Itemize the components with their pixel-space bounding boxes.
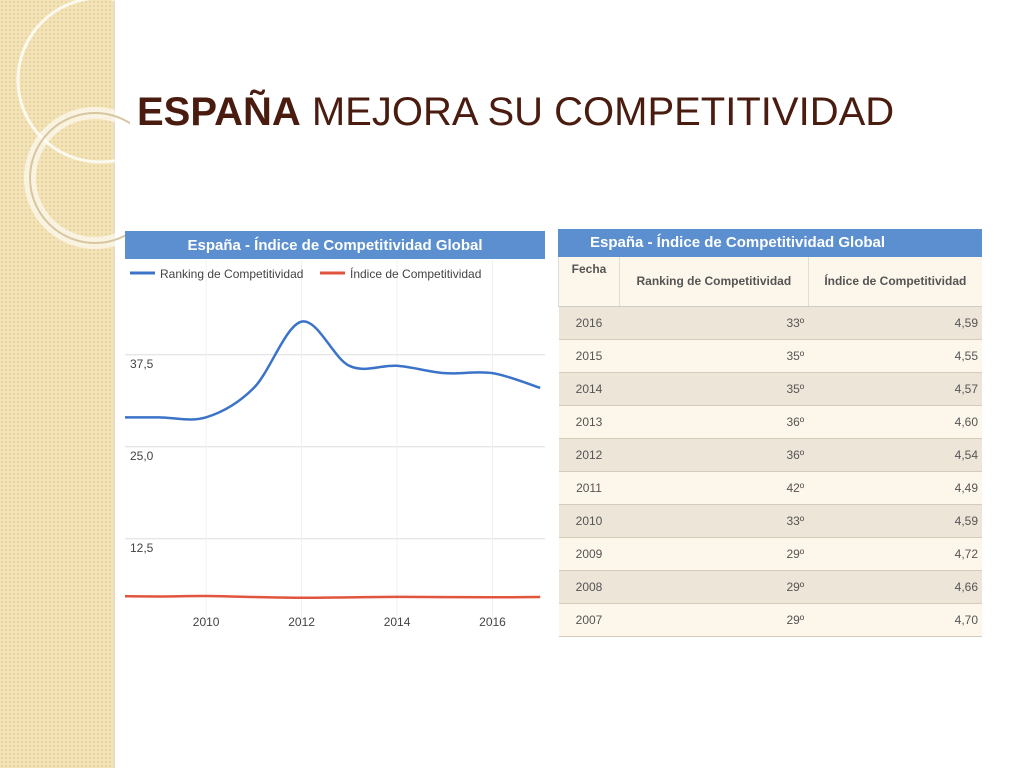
- chart: España - Índice de Competitividad Global…: [125, 231, 545, 630]
- header-row: Fecha Ranking de Competitividad Índice de …: [558, 257, 982, 307]
- title-rest: MEJORA SU COMPETITIVIDAD: [311, 90, 895, 134]
- table-row: 2016 33º 4,59: [558, 306, 982, 340]
- table-row: 2012 36º 4,54: [558, 438, 982, 472]
- column-header: Índice de Competitividad: [807, 257, 982, 307]
- column-header: Ranking de Competitividad: [618, 257, 809, 307]
- table-cell: 2007: [558, 603, 620, 637]
- x-tick-label: 2010: [193, 615, 220, 629]
- table-row: 2014 35º 4,57: [558, 372, 982, 406]
- table-cell: 35º: [619, 339, 809, 373]
- column-header: Fecha: [558, 257, 620, 307]
- table-row: 2011 42º 4,49: [558, 471, 982, 505]
- table-cell: 4,54: [808, 438, 982, 472]
- table-cell: 2009: [558, 537, 620, 571]
- series-group: [125, 320, 541, 599]
- table-cell: 4,66: [808, 570, 982, 604]
- table-row: 2013 36º 4,60: [558, 405, 982, 439]
- table-cell: 2013: [558, 405, 620, 439]
- table-cell: 36º: [619, 438, 809, 472]
- x-tick-label: 2014: [384, 615, 411, 629]
- y-tick-label: 25,0: [130, 449, 154, 463]
- table-row: 2007 29º 4,70: [558, 603, 982, 637]
- table-cell: 2012: [558, 438, 620, 472]
- series-line: [125, 320, 541, 421]
- table-cell: 42º: [619, 471, 809, 505]
- table-cell: 4,59: [808, 504, 982, 538]
- table-cell: 4,60: [808, 405, 982, 439]
- table-cell: 4,72: [808, 537, 982, 571]
- series-line: [125, 594, 541, 599]
- legend-label: Índice de Competitividad: [350, 266, 481, 281]
- table: España - Índice de Competitividad Global…: [558, 229, 982, 637]
- table-cell: 33º: [619, 504, 809, 538]
- slide-title: ESPAÑA MEJORA SU COMPETITIVIDAD: [137, 90, 894, 135]
- table-cell: 4,49: [808, 471, 982, 505]
- plot-area: [125, 260, 545, 630]
- y-tick-label: 37,5: [130, 357, 154, 371]
- chart-header: [125, 231, 545, 259]
- table-cell: 2010: [558, 504, 620, 538]
- table-row: 2010 33º 4,59: [558, 504, 982, 538]
- title-bold: ESPAÑA: [137, 90, 301, 134]
- x-tick-label: 2016: [479, 615, 506, 629]
- table-cell: 29º: [619, 537, 809, 571]
- table-cell: 4,55: [808, 339, 982, 373]
- table-cell: 2015: [558, 339, 620, 373]
- table-cell: 4,59: [808, 306, 982, 340]
- table-cell: 2016: [558, 306, 620, 340]
- decor-circles: [16, 0, 130, 249]
- legend-label: Ranking de Competitividad: [160, 267, 303, 281]
- table-cell: 29º: [619, 570, 809, 604]
- table-cell: 4,70: [808, 603, 982, 637]
- table-title: España - Índice de Competitividad Global: [558, 229, 982, 257]
- table-row: 2009 29º 4,72: [558, 537, 982, 571]
- table-cell: 4,57: [808, 372, 982, 406]
- x-tick-label: 2012: [288, 615, 315, 629]
- y-tick-label: 12,5: [130, 541, 154, 555]
- table-cell: 2011: [558, 471, 620, 505]
- table-cell: 29º: [619, 603, 809, 637]
- table-cell: 2008: [558, 570, 620, 604]
- table-cell: 35º: [619, 372, 809, 406]
- table-row: 2015 35º 4,55: [558, 339, 982, 373]
- table-row: 2008 29º 4,66: [558, 570, 982, 604]
- table-cell: 2014: [558, 372, 620, 406]
- table-cell: 33º: [619, 306, 809, 340]
- table-cell: 36º: [619, 405, 809, 439]
- chart-title: España - Índice de Competitividad Global: [187, 237, 482, 254]
